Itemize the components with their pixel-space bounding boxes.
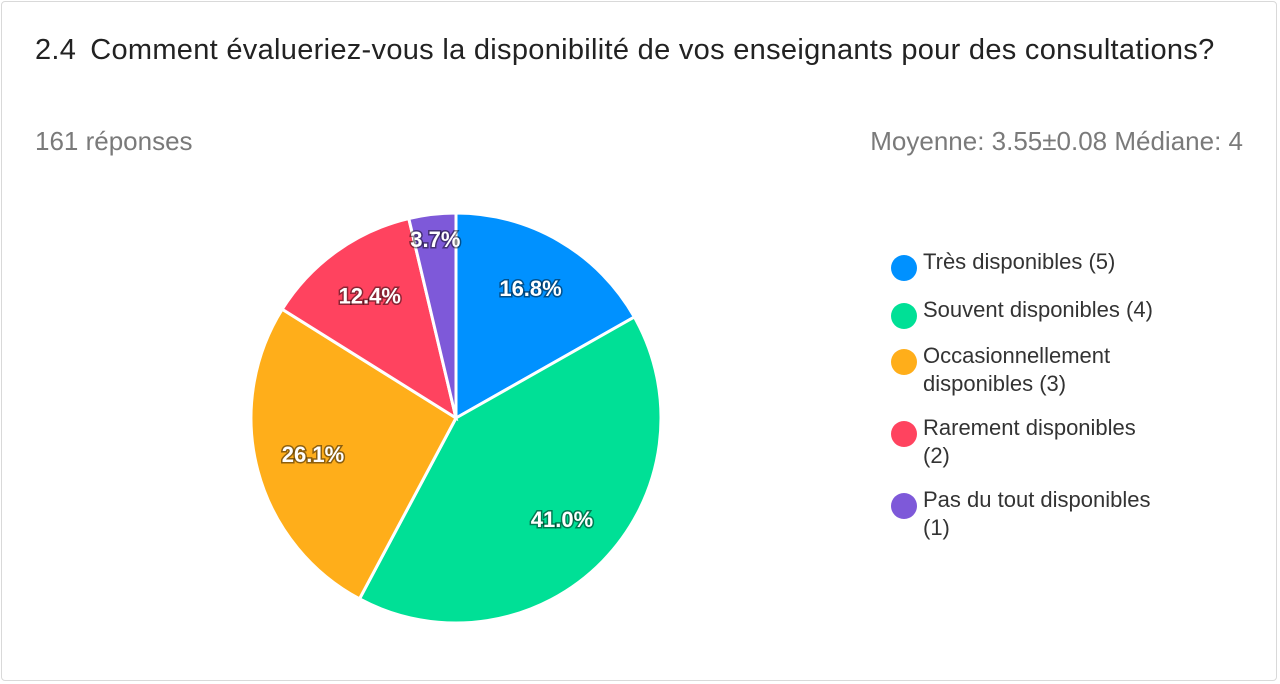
slice-percent-label: 3.7% <box>410 227 460 252</box>
question-text: Comment évalueriez-vous la disponibilité… <box>90 34 1215 66</box>
question-number: 2.4 <box>35 34 77 66</box>
pie-slice <box>454 211 637 421</box>
response-count: 161 réponses <box>35 126 193 156</box>
pie-slice <box>406 211 458 419</box>
question-title: 2.4 Comment évalueriez-vous la disponibil… <box>35 24 1235 76</box>
pie-slice <box>280 216 459 422</box>
pie-labels: 16.8% 41.0% 26.1% 12.4% 3.7% <box>280 226 594 534</box>
pie-slice <box>249 307 458 601</box>
legend-item: Souvent disponibles (4) <box>891 296 1223 329</box>
legend-swatch <box>891 349 917 375</box>
legend-label: Pas du tout disponibles (1) <box>923 487 1151 540</box>
legend-item: Très disponibles (5) <box>891 248 1223 281</box>
summary-stats: Moyenne: 3.55±0.08 Médiane: 4 <box>870 126 1243 156</box>
legend-swatch <box>891 421 917 447</box>
slice-percent-label: 26.1% <box>282 442 344 467</box>
legend-label: Très disponibles (5) <box>923 249 1116 274</box>
pie-slice <box>357 314 663 625</box>
legend-swatch <box>891 493 917 519</box>
legend-swatch <box>891 255 917 281</box>
legend-swatch <box>891 303 917 329</box>
legend-item: Occasionnellement disponibles (3) <box>891 342 1163 398</box>
slice-percent-label: 41.0% <box>531 507 593 532</box>
legend-item: Pas du tout disponibles (1) <box>891 486 1163 542</box>
slice-percent-label: 16.8% <box>499 276 561 301</box>
legend-item: Rarement disponibles (2) <box>891 414 1163 470</box>
slice-percent-label: 12.4% <box>339 284 401 309</box>
legend-label: Occasionnellement disponibles (3) <box>923 343 1111 396</box>
legend-label: Rarement disponibles (2) <box>923 415 1136 468</box>
pie-slices <box>249 211 663 625</box>
legend-label: Souvent disponibles (4) <box>923 297 1153 322</box>
